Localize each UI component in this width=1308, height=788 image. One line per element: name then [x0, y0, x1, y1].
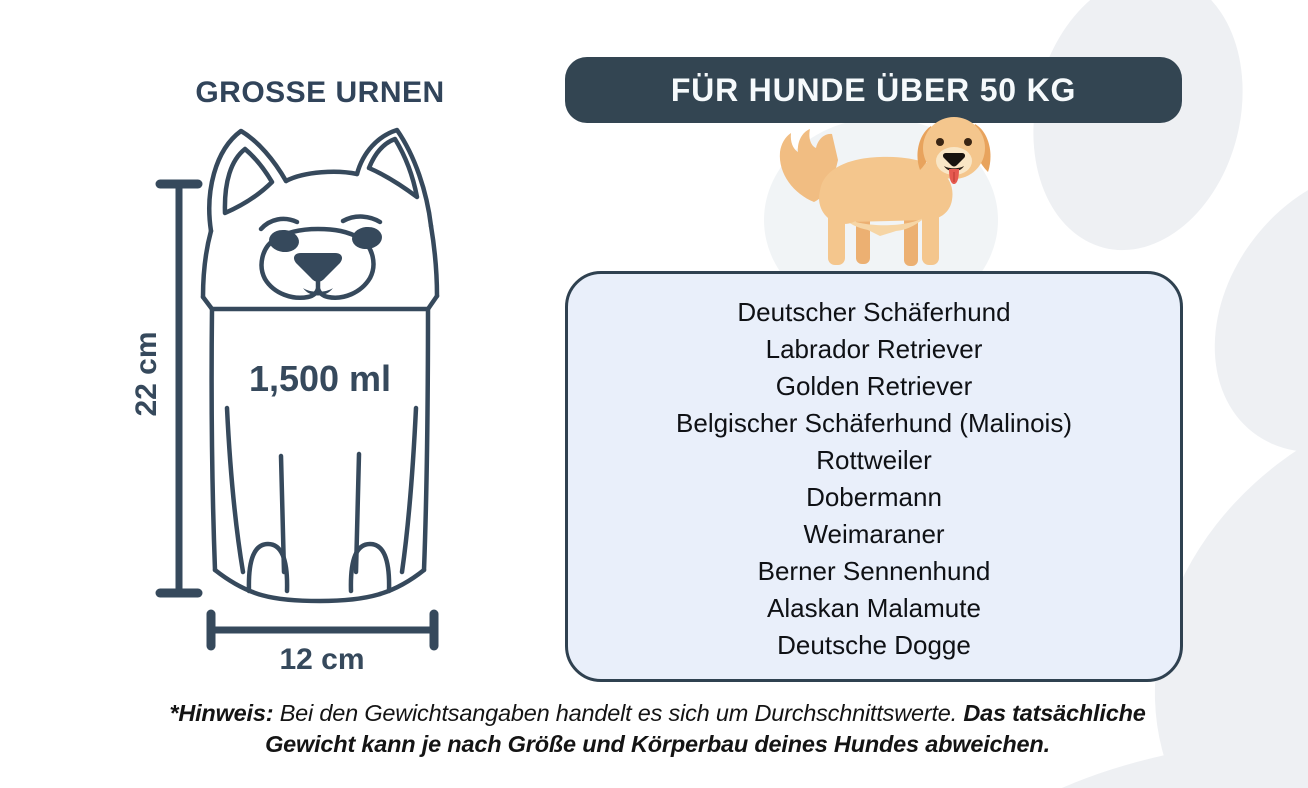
- breed-item: Dobermann: [806, 482, 942, 512]
- breed-item: Golden Retriever: [775, 371, 973, 401]
- footnote-bold-text: Das tatsächliche Gewicht kann je nach Gr…: [265, 700, 1146, 757]
- dog-urn-illustration: [155, 127, 440, 651]
- weight-class-header-label: FÜR HUNDE ÜBER 50 KG: [670, 71, 1077, 108]
- breed-item: Alaskan Malamute: [767, 593, 981, 623]
- weight-class-header: FÜR HUNDE ÜBER 50 KG: [565, 57, 1182, 123]
- footnote-prefix: *Hinweis:: [169, 700, 274, 726]
- breed-item: Deutscher Schäferhund: [737, 297, 1011, 327]
- urn-height-label: 22 cm: [130, 331, 163, 417]
- urn-muzzle: [259, 226, 376, 300]
- section-title-large-urns: GROSSE URNEN: [195, 76, 445, 109]
- breed-item: Rottweiler: [816, 445, 932, 475]
- footnote-normal-text: Bei den Gewichtsangaben handelt es sich …: [273, 700, 964, 726]
- breed-item: Berner Sennenhund: [757, 556, 991, 586]
- breed-list-box: Deutscher Schäferhund Labrador Retriever G…: [565, 271, 1183, 682]
- width-dimension-line: [206, 609, 439, 651]
- urn-paw-right: [348, 541, 392, 594]
- urn-right-eyebrow: [340, 214, 383, 225]
- dog-right-eye: [964, 138, 972, 146]
- urn-right-ear-inner: [366, 136, 420, 200]
- urn-head-top: [283, 169, 360, 184]
- breed-item: Belgischer Schäferhund (Malinois): [676, 408, 1072, 438]
- urn-volume-label: 1,500 ml: [248, 358, 392, 399]
- breed-item: Deutsche Dogge: [777, 630, 971, 660]
- urn-mouth: [303, 288, 333, 296]
- urn-paw-left: [246, 541, 290, 594]
- urn-nose: [293, 253, 343, 282]
- breed-item: Labrador Retriever: [765, 334, 983, 364]
- height-dimension-line: [155, 179, 203, 598]
- footnote: *Hinweis: Bei den Gewichtsangaben handel…: [140, 698, 1175, 760]
- urn-left-eyebrow: [258, 216, 300, 232]
- urn-left-eye: [269, 229, 299, 253]
- urn-bottom: [212, 567, 427, 604]
- dog-left-eye: [936, 138, 944, 146]
- breed-item: Weimaraner: [803, 519, 945, 549]
- dog-nose: [942, 153, 966, 167]
- urn-width-label: 12 cm: [279, 643, 365, 676]
- urn-right-eye: [352, 226, 382, 250]
- golden-retriever-icon: [779, 117, 991, 266]
- urn-left-ear: [207, 128, 289, 234]
- urn-left-ear-inner: [222, 146, 275, 216]
- urn-right-ear: [354, 127, 434, 229]
